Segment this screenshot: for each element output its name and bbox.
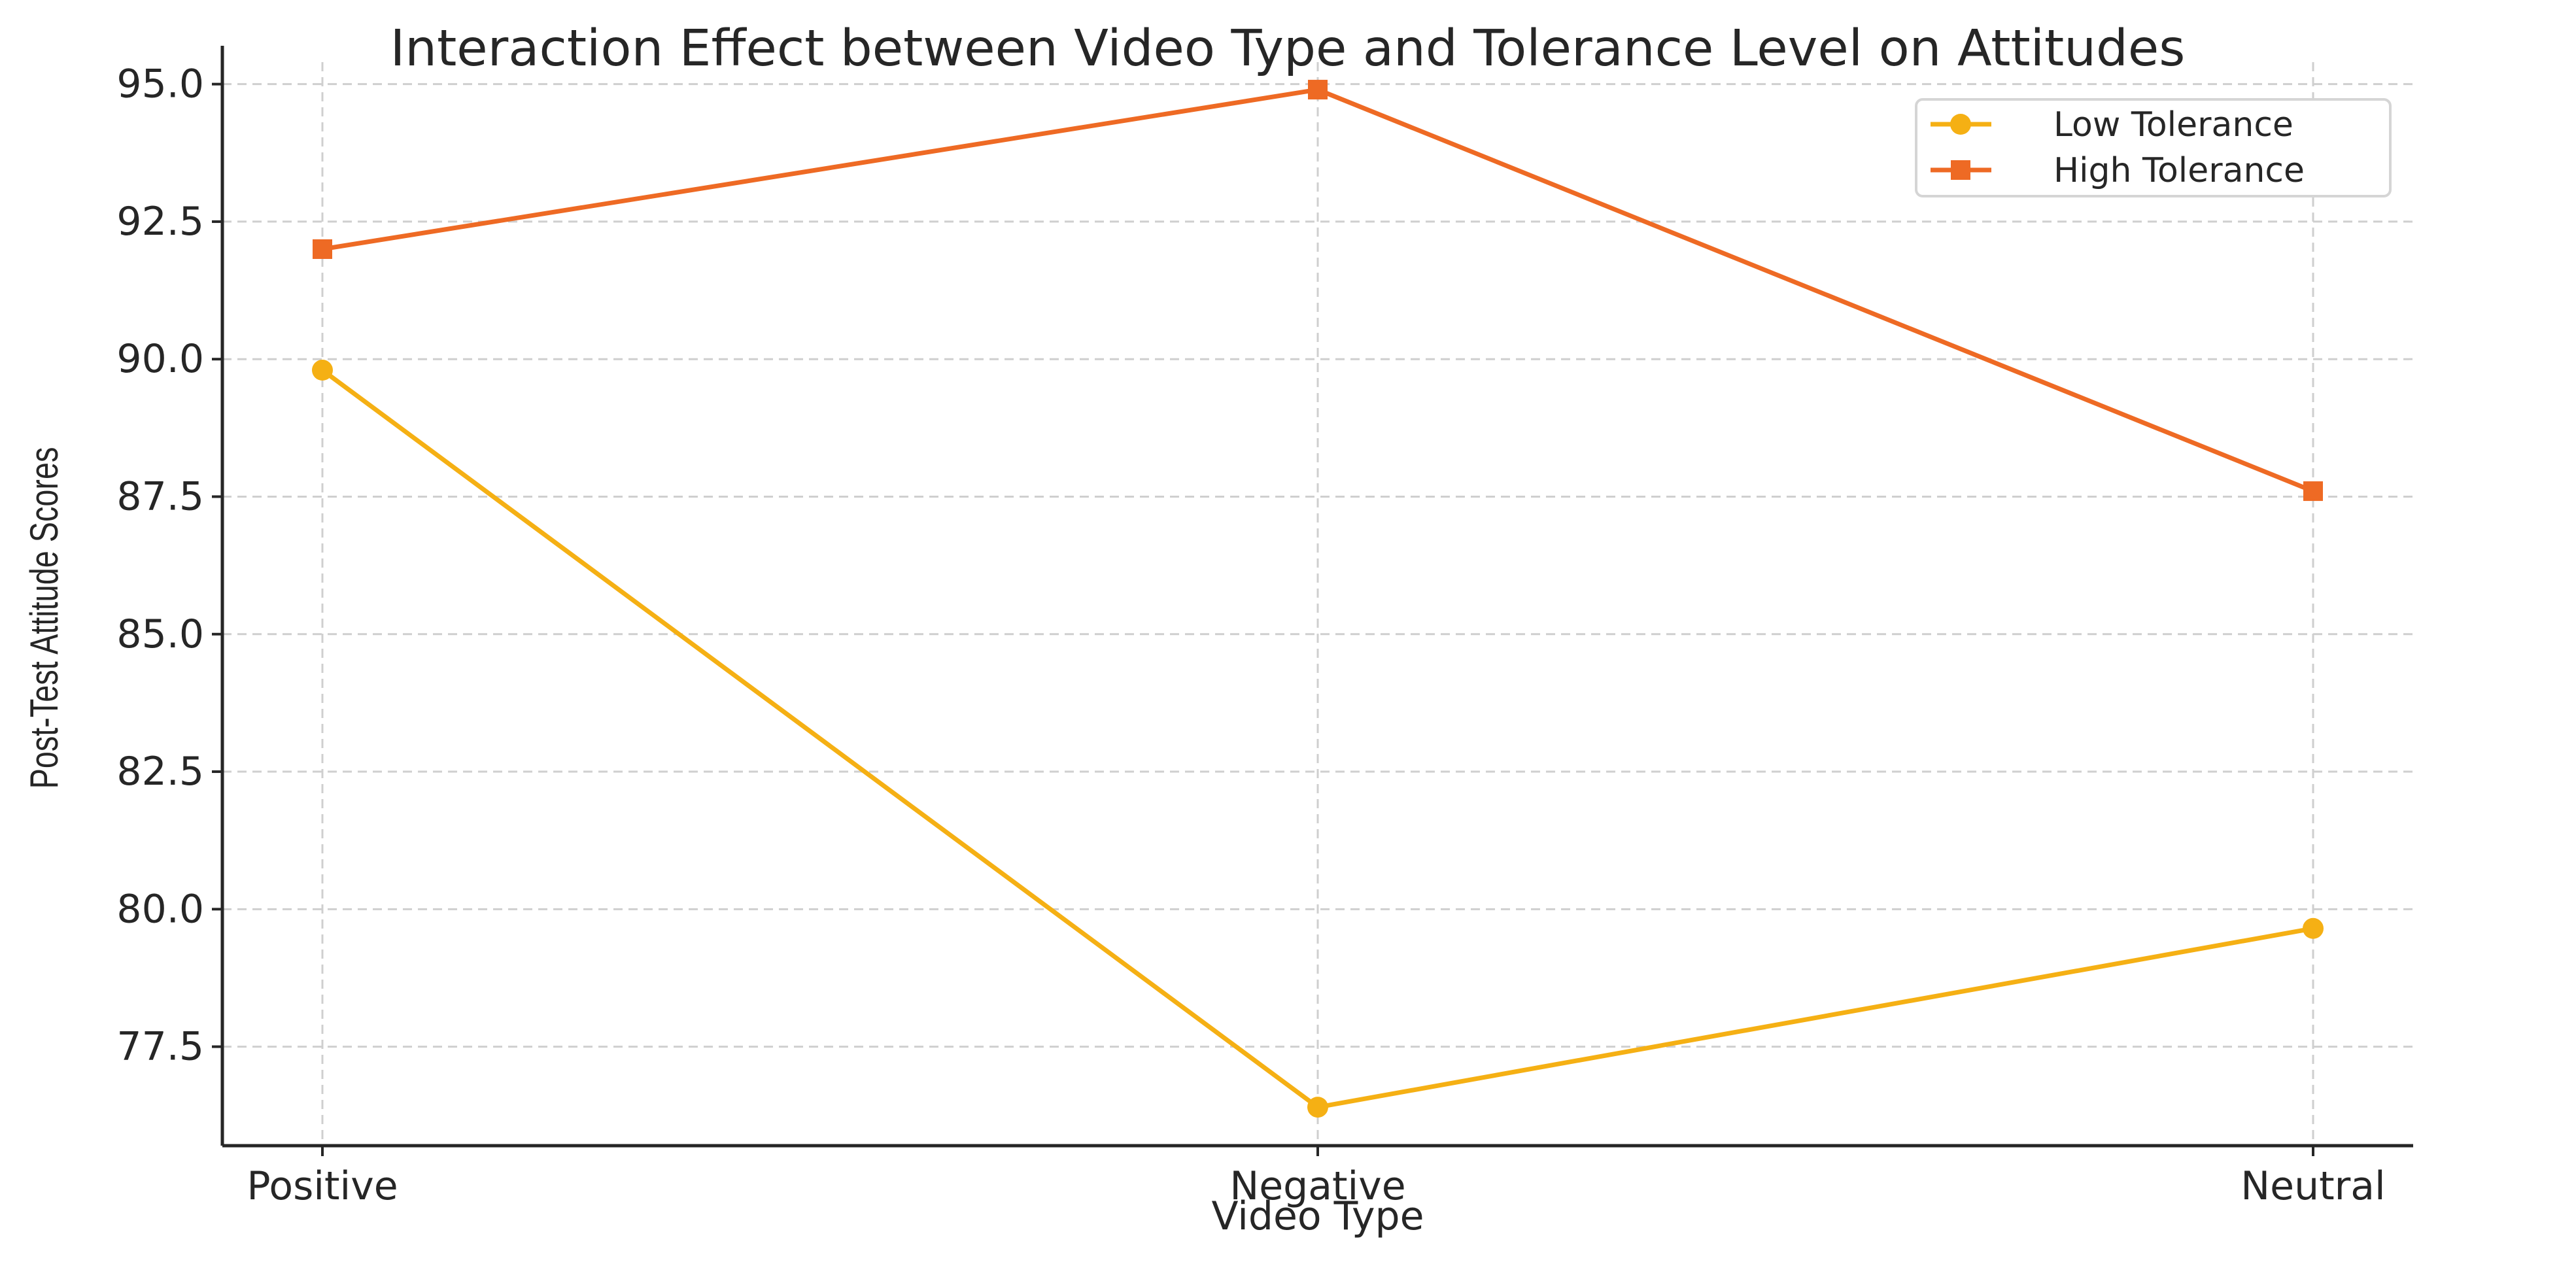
- y-tick-label: 92.5: [116, 199, 204, 245]
- y-tick-label: 77.5: [116, 1024, 204, 1070]
- axes: [212, 46, 2413, 1156]
- y-tick-label: 82.5: [116, 749, 204, 795]
- data-point-square: [313, 239, 332, 259]
- grid-lines: [222, 62, 2413, 1146]
- legend-marker-circle: [1950, 114, 1971, 135]
- series-lines: [312, 80, 2324, 1118]
- y-tick-label: 87.5: [116, 473, 204, 519]
- data-point-circle: [1307, 1097, 1328, 1118]
- data-point-square: [2303, 481, 2323, 502]
- y-tick-label: 85.0: [116, 611, 204, 657]
- x-tick-label: Negative: [1229, 1163, 1405, 1209]
- y-axis-label: Post-Test Attitude Scores: [22, 447, 66, 789]
- data-point-square: [1308, 80, 1328, 100]
- chart-title: Interaction Effect between Video Type an…: [390, 20, 2186, 78]
- legend-box: [1915, 98, 2392, 197]
- legend-label: Low Tolerance: [2053, 105, 2293, 145]
- x-axis-label: Video Type: [1212, 1193, 1424, 1239]
- legend-label: High Tolerance: [2053, 151, 2305, 190]
- legend: Low Tolerance High Tolerance: [1915, 98, 2392, 197]
- y-tick-label: 95.0: [116, 61, 204, 107]
- data-point-circle: [312, 360, 333, 381]
- tick-labels: 77.5 80.0 82.5 85.0 87.5 90.0 92.5 95.0 Positive…: [116, 61, 2385, 1209]
- y-tick-label: 80.0: [116, 886, 204, 932]
- x-tick-label: Neutral: [2241, 1163, 2385, 1209]
- x-tick-label: Positive: [247, 1163, 398, 1209]
- legend-marker-square: [1951, 160, 1970, 180]
- data-point-circle: [2303, 917, 2324, 939]
- y-tick-label: 90.0: [116, 336, 204, 382]
